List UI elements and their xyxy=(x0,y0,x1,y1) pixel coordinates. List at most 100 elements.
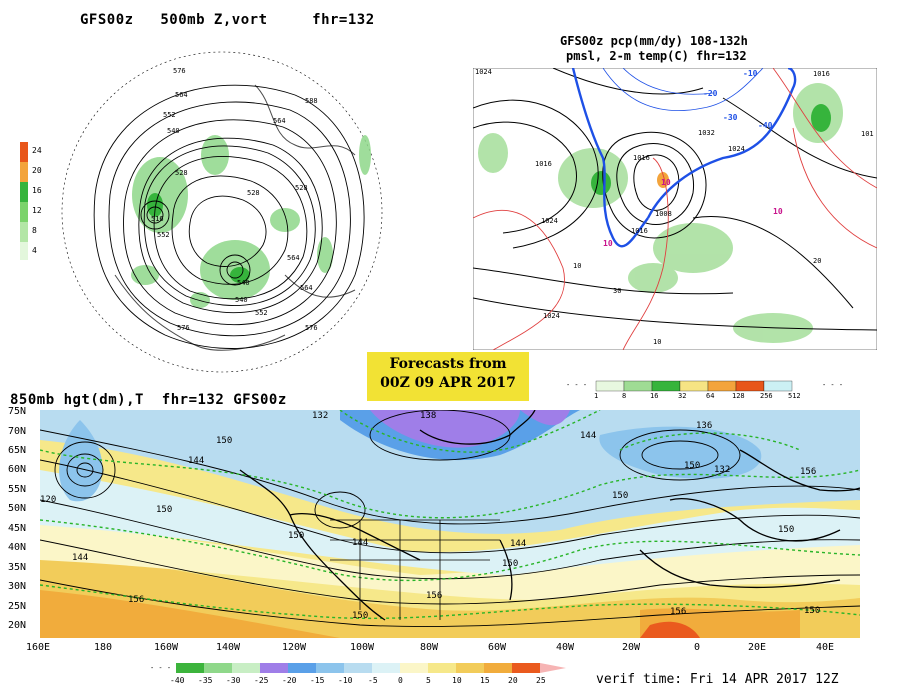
lat-55n: 55N xyxy=(8,484,27,495)
p2-label-10c: 10 xyxy=(603,239,613,248)
forecast-info-box: Forecasts from 00Z 09 APR 2017 xyxy=(367,352,529,401)
lat-75n: 75N xyxy=(8,406,27,417)
pcp-label-8: 8 xyxy=(622,392,627,400)
p3-label-150d: 150 xyxy=(352,611,368,621)
temp-label-15: 15 xyxy=(480,676,490,685)
precip-legend-bar: - - - - - - xyxy=(566,380,843,392)
lon-labels: 160E 180 160W 140W 120W 100W 80W 60W 40W… xyxy=(20,642,880,656)
lon-80w: 80W xyxy=(420,642,439,653)
p2-label-m10: -10 xyxy=(743,69,758,78)
p1-label-540b: 540 xyxy=(237,279,250,287)
p1-label-588: 588 xyxy=(305,97,318,105)
svg-text:- - -: - - - xyxy=(822,381,843,389)
lon-100w: 100W xyxy=(350,642,375,653)
p3-label-138: 138 xyxy=(420,411,436,421)
p2-label-m40: -40 xyxy=(758,121,773,130)
lon-0: 0 xyxy=(694,642,701,653)
p2-label-m20: -20 xyxy=(703,89,718,98)
vort-label-8: 8 xyxy=(32,226,37,235)
p2-label-10d: 10 xyxy=(573,262,581,270)
temp-label-m20: -20 xyxy=(282,676,297,685)
hgt-temp-map: 150 144 138 132 120 150 144 150 144 150 … xyxy=(40,410,860,638)
temp-label-m10: -10 xyxy=(338,676,353,685)
p2-label-10: 10 xyxy=(661,178,671,187)
p1-label-552: 552 xyxy=(163,111,176,119)
panel3-title: 850mb hgt(dm),T fhr=132 GFS00z xyxy=(10,392,287,408)
p3-label-150g: 150 xyxy=(684,461,700,471)
p2-label-1024: 1024 xyxy=(475,68,492,76)
p2-label-10b: 10 xyxy=(773,207,783,216)
p3-label-150c: 150 xyxy=(288,531,304,541)
p2-label-101: 101 xyxy=(861,130,874,138)
p3-label-156c: 156 xyxy=(670,607,686,617)
p3-label-156b: 156 xyxy=(128,595,144,605)
lon-40w: 40W xyxy=(556,642,575,653)
vort-label-4: 4 xyxy=(32,246,37,255)
svg-text:- - -: - - - xyxy=(566,381,587,389)
lon-180: 180 xyxy=(94,642,113,653)
p1-label-516: 516 xyxy=(151,215,164,223)
panel1-title: GFS00z 500mb Z,vort fhr=132 xyxy=(80,12,375,28)
svg-text:- - -: - - - xyxy=(150,664,171,672)
p1-label-564: 564 xyxy=(175,91,188,99)
p2-label-1024c: 1024 xyxy=(728,145,745,153)
p3-label-144c: 144 xyxy=(352,538,368,548)
p3-label-156d: 156 xyxy=(800,467,816,477)
p2-label-1024b: 1024 xyxy=(541,217,558,225)
lon-20w: 20W xyxy=(622,642,641,653)
p2-label-20: 20 xyxy=(813,257,821,265)
p3-label-150f: 150 xyxy=(612,491,628,501)
vort-label-16: 16 xyxy=(32,186,42,195)
lat-25n: 25N xyxy=(8,601,27,612)
p3-label-144d: 144 xyxy=(510,539,526,549)
p1-label-528: 528 xyxy=(175,169,188,177)
temp-label-m5: -5 xyxy=(368,676,378,685)
pmsl-map: 1024 1016 1024 1016 1008 1032 1024 1016 … xyxy=(473,68,877,350)
lon-120w: 120W xyxy=(282,642,307,653)
forecast-line1: Forecasts from xyxy=(389,356,507,372)
lat-50n: 50N xyxy=(8,503,27,514)
vort-label-24: 24 xyxy=(32,146,42,155)
p3-label-150e: 150 xyxy=(502,559,518,569)
temp-legend: - - - -40 -35 -30 -25 -20 -15 -10 -5 0 5… xyxy=(150,660,590,696)
temp-label-20: 20 xyxy=(508,676,518,685)
p3-label-132: 132 xyxy=(312,411,328,421)
temp-label-10: 10 xyxy=(452,676,462,685)
p1-label-576b: 576 xyxy=(305,324,318,332)
temp-legend-bar: - - - xyxy=(150,663,566,673)
p3-label-150h: 150 xyxy=(804,606,820,616)
p3-label-144: 144 xyxy=(188,456,204,466)
lat-40n: 40N xyxy=(8,542,27,553)
pcp-label-128: 128 xyxy=(732,392,745,400)
temp-label-m35: -35 xyxy=(198,676,213,685)
verif-time: verif time: Fri 14 APR 2017 12Z xyxy=(596,672,839,687)
p2-label-1032: 1032 xyxy=(698,129,715,137)
temp-label-25: 25 xyxy=(536,676,546,685)
pcp-label-16: 16 xyxy=(650,392,659,400)
p2-label-m30: -30 xyxy=(723,113,738,122)
lon-140w: 140W xyxy=(216,642,241,653)
lat-35n: 35N xyxy=(8,562,27,573)
p2-label-1016: 1016 xyxy=(535,160,552,168)
p3-label-150i: 150 xyxy=(778,525,794,535)
p3-label-144e: 144 xyxy=(580,431,596,441)
p3-label-144b: 144 xyxy=(72,553,88,563)
p3-label-132b: 132 xyxy=(714,465,730,475)
polar-map: 576 564 552 540 528 516 528 540 552 564 … xyxy=(61,51,383,373)
forecast-line2: 00Z 09 APR 2017 xyxy=(380,375,516,391)
lon-20e: 20E xyxy=(748,642,767,653)
p1-label-564c: 564 xyxy=(273,117,286,125)
temp-label-m25: -25 xyxy=(254,676,269,685)
p1-label-564d: 564 xyxy=(300,284,313,292)
p2-label-1016d: 1016 xyxy=(813,70,830,78)
lon-60w: 60W xyxy=(488,642,507,653)
lon-160w: 160W xyxy=(154,642,179,653)
p2-label-1024d: 1024 xyxy=(543,312,560,320)
p2-label-10e: 10 xyxy=(653,338,661,346)
p3-label-120: 120 xyxy=(40,495,56,505)
p3-label-150b: 150 xyxy=(156,505,172,515)
vorticity-legend: 24 20 16 12 8 4 xyxy=(12,124,52,262)
p2-label-1016b: 1016 xyxy=(633,154,650,162)
p1-label-540: 540 xyxy=(167,127,180,135)
p1-label-528b: 528 xyxy=(247,189,260,197)
